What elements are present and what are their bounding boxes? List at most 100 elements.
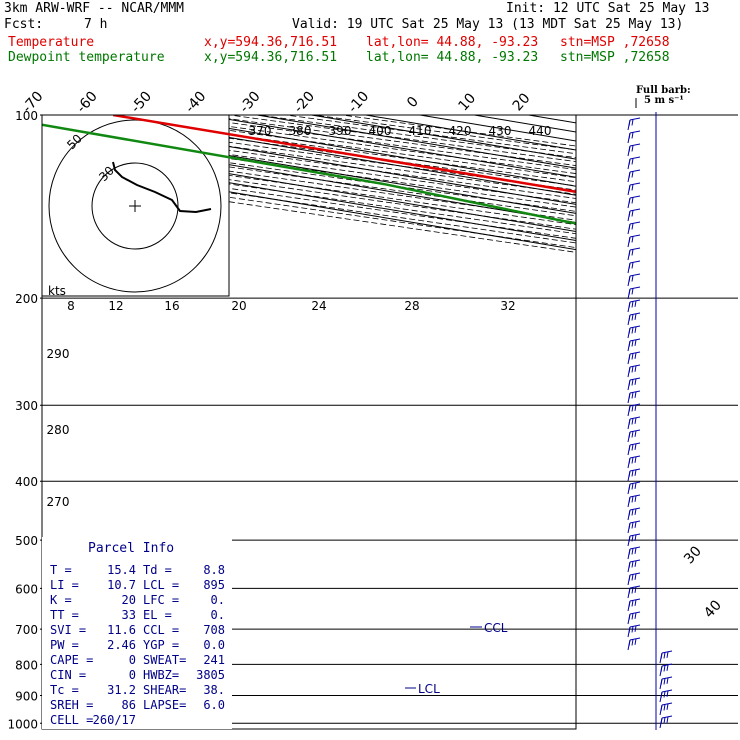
dewpoint-latlon: lat,lon= 44.88, -93.23 <box>366 50 539 65</box>
parcel-info-value: 3805 <box>196 668 225 682</box>
wind-barb <box>627 520 641 534</box>
pressure-tick-label: 200 <box>15 292 38 306</box>
pressure-tick-label: 400 <box>15 475 38 489</box>
isotherm <box>579 87 740 736</box>
hodograph-speed-label: 16 <box>164 299 179 313</box>
isotherm-label: -40 <box>182 88 209 116</box>
wind-barb <box>627 234 641 248</box>
pressure-tick-label: 1000 <box>7 717 38 731</box>
isotherm-label: 30 <box>681 543 705 567</box>
wind-barb <box>627 156 641 170</box>
parcel-info-value: 10.7 <box>107 578 136 592</box>
wind-barb <box>659 702 673 716</box>
parcel-info-value: 38. <box>203 683 225 697</box>
hodograph-center <box>129 200 141 212</box>
parcel-info-background <box>42 537 232 729</box>
temperature-station: stn=MSP ,72658 <box>560 35 670 50</box>
dry-adiabat <box>145 115 576 174</box>
dry-adiabat <box>201 115 576 166</box>
theta-e-label: 420 <box>449 124 472 138</box>
parcel-info-key: SWEAT= <box>143 653 186 667</box>
parcel-info-box: Parcel Info T = 15.4 Td = 8.8 LI = 10.7 LCL = 89… <box>42 537 232 729</box>
wind-barb <box>627 169 641 183</box>
wind-barb <box>659 715 673 729</box>
wind-barb <box>627 351 641 365</box>
dry-adiabat <box>342 115 576 147</box>
parcel-info-value: 0.0 <box>203 638 225 652</box>
isotherm-label: 10 <box>455 90 479 114</box>
parcel-info-value: 31.2 <box>107 683 136 697</box>
isotherm <box>42 141 576 233</box>
isotherm-label: -10 <box>345 88 372 116</box>
parcel-info-value: 20 <box>122 593 136 607</box>
wind-barb <box>627 416 641 430</box>
parcel-info-key: YGP = <box>143 638 179 652</box>
wind-barb <box>627 559 641 573</box>
wind-barb <box>627 585 641 599</box>
hodograph-ring <box>48 119 222 293</box>
wind-barb <box>627 598 641 612</box>
isotherm <box>42 123 576 214</box>
wind-barb <box>627 481 641 495</box>
parcel-info-key: PW = <box>50 638 79 652</box>
isotherm-label: -50 <box>128 88 155 116</box>
wind-barb <box>627 221 641 235</box>
wind-barb <box>627 312 641 326</box>
hodograph-speed-label: 8 <box>67 299 75 313</box>
wind-barb <box>627 338 641 352</box>
wind-barb <box>627 260 641 274</box>
wind-barb <box>627 572 641 586</box>
hodograph-speed-label: 24 <box>311 299 326 313</box>
pressure-tick-label: 100 <box>15 109 38 123</box>
pressure-tick-label: 500 <box>15 534 38 548</box>
dewpoint-xy: x,y=594.36,716.51 <box>204 50 338 65</box>
isotherm <box>42 151 576 242</box>
ccl-label: CCL <box>484 621 508 635</box>
theta-e-label: 390 <box>329 124 352 138</box>
wind-barb <box>627 364 641 378</box>
isotherm-label: -60 <box>74 88 101 116</box>
parcel-info-key: T = <box>50 563 72 577</box>
wind-barb <box>659 663 673 677</box>
theta-label: 290 <box>47 347 70 361</box>
isotherm <box>416 87 740 736</box>
wind-barb <box>627 494 641 508</box>
parcel-info-key: Td = <box>143 563 172 577</box>
isotherm-label: 0 <box>404 94 422 111</box>
parcel-info-title: Parcel Info <box>88 541 174 556</box>
parcel-info-value: 0. <box>211 593 225 607</box>
temperature-legend: Temperature <box>8 35 95 50</box>
wind-barb <box>627 429 641 443</box>
isotherm <box>471 115 576 133</box>
pressure-tick-label: 300 <box>15 399 38 413</box>
wind-barb <box>627 182 641 196</box>
parcel-info-key: LI = <box>50 578 79 592</box>
wind-barb <box>627 533 641 547</box>
parcel-info-key: CAPE = <box>50 653 93 667</box>
wind-barb <box>627 442 641 456</box>
parcel-info-key: CIN = <box>50 668 86 682</box>
wind-barb <box>659 689 673 703</box>
hodograph-trace <box>112 161 212 214</box>
wind-barb <box>627 286 641 300</box>
lcl-label: LCL <box>418 682 440 696</box>
pressure-tick-label: 900 <box>15 689 38 703</box>
parcel-info-key: Tc = <box>50 683 79 697</box>
parcel-info-value: 0 <box>129 668 136 682</box>
wind-barb <box>627 403 641 417</box>
parcel-info-key: CELL = <box>50 713 93 727</box>
wind-barb <box>627 247 641 261</box>
isotherm <box>42 132 576 223</box>
valid-time: Valid: 19 UTC Sat 25 May 13 (13 MDT Sat … <box>292 17 684 32</box>
theta-e-label: 380 <box>289 124 312 138</box>
parcel-info-key: SREH = <box>50 698 93 712</box>
wind-barb <box>659 676 673 690</box>
parcel-info-value: 33 <box>122 608 136 622</box>
parcel-info-key: HWBZ= <box>143 668 179 682</box>
wind-barb <box>627 390 641 404</box>
kts-label: kts <box>48 284 66 298</box>
dewpoint-legend: Dewpoint temperature <box>8 50 165 65</box>
parcel-info-key: K = <box>50 593 72 607</box>
wind-barb <box>627 325 641 339</box>
